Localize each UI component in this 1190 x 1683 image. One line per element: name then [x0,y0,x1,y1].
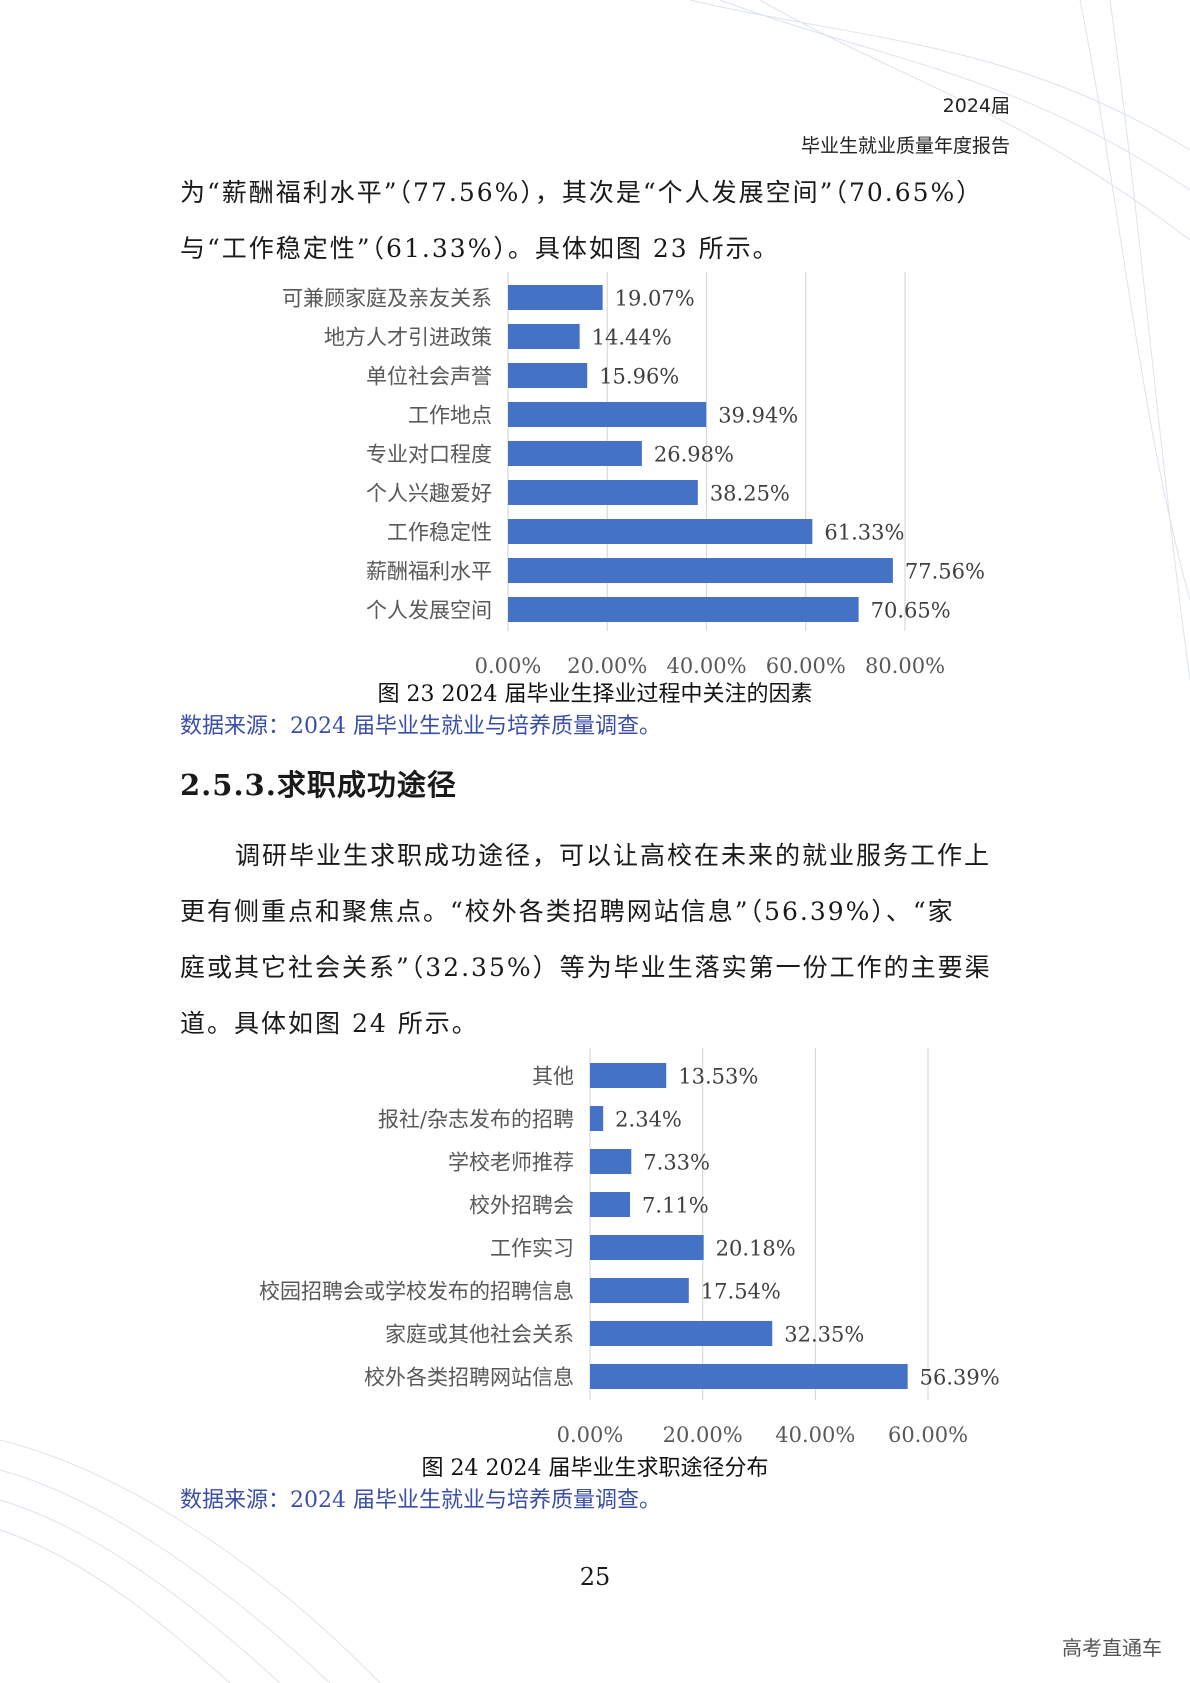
value-label: 39.94% [718,404,798,428]
chart2-source: 数据来源：2024 届毕业生就业与培养质量调查。 [180,1488,661,1513]
value-label: 20.18% [716,1237,796,1261]
header-title: 毕业生就业质量年度报告 [800,135,1010,157]
category-label: 校外各类招聘网站信息 [364,1366,574,1390]
x-tick-label: 60.00% [888,1423,968,1447]
chart1-caption: 图 23 2024 届毕业生择业过程中关注的因素 [377,682,813,707]
value-label: 14.44% [592,326,672,350]
value-label: 56.39% [920,1366,1000,1390]
paragraph-line: 庭或其它社会关系”（32.35%）等为毕业生落实第一份工作的主要渠 [180,953,992,982]
chart-job-channels: 0.00% 20.00% 40.00% 60.00% 其他 13.53% 报社/杂志发布的招… [259,1048,1000,1447]
category-label: 薪酬福利水平 [366,560,492,584]
category-label: 可兼顾家庭及亲友关系 [282,287,492,311]
value-label: 7.33% [643,1151,710,1175]
chart-career-factors: 0.00% 20.00% 40.00% 60.00% 80.00% 可兼顾家庭及亲友关系 1… [282,272,985,678]
bar [590,1364,908,1389]
value-label: 70.65% [871,599,951,623]
report-header: 2024届 毕业生就业质量年度报告 [801,92,1010,160]
value-label: 32.35% [784,1323,864,1347]
x-tick-label: 40.00% [666,654,746,678]
bar [508,402,707,427]
category-label: 工作稳定性 [387,521,492,545]
value-label: 7.11% [642,1194,709,1218]
value-label: 77.56% [905,560,985,584]
bar [590,1321,773,1346]
x-tick-label: 0.00% [557,1423,624,1447]
value-label: 38.25% [710,482,790,506]
x-tick-label: 80.00% [865,654,945,678]
intro-paragraph: 为“薪酬福利水平”（77.56%），其次是“个人发展空间”（70.65%） 与“… [180,165,1012,277]
x-tick-label: 40.00% [775,1423,855,1447]
x-tick-label: 0.00% [475,654,542,678]
bar [590,1192,631,1217]
category-label: 个人发展空间 [366,599,492,623]
bar [508,519,813,544]
chart1-source: 数据来源：2024 届毕业生就业与培养质量调查。 [180,714,661,739]
category-label: 工作实习 [490,1237,574,1261]
paragraph-line: 调研毕业生求职成功途径，可以让高校在未来的就业服务工作上 [235,841,992,870]
bar [508,363,588,388]
category-label: 校外招聘会 [469,1194,574,1218]
value-label: 17.54% [701,1280,781,1304]
bar [508,480,698,505]
category-label: 家庭或其他社会关系 [385,1323,574,1347]
bar [590,1278,689,1303]
bar [508,285,603,310]
page-number: 25 [579,1563,611,1591]
category-label: 个人兴趣爱好 [366,482,492,506]
value-label: 61.33% [824,521,904,545]
paragraph-line: 更有侧重点和聚焦点。“校外各类招聘网站信息”（56.39%）、“家 [180,897,955,926]
category-label: 校园招聘会或学校发布的招聘信息 [259,1280,574,1304]
category-label: 工作地点 [408,404,492,428]
category-label: 报社/杂志发布的招聘 [378,1108,574,1132]
bar [590,1235,704,1260]
paragraph-line: 道。具体如图 24 所示。 [180,1009,479,1038]
category-label: 单位社会声誉 [366,365,492,389]
section-paragraph: 调研毕业生求职成功途径，可以让高校在未来的就业服务工作上 更有侧重点和聚焦点。“… [180,828,1012,1052]
category-label: 其他 [532,1065,574,1089]
value-label: 19.07% [615,287,695,311]
value-label: 15.96% [599,365,679,389]
category-label: 地方人才引进政策 [324,326,492,350]
paragraph-line: 与“工作稳定性”（61.33%）。具体如图 23 所示。 [180,234,780,263]
bar [508,441,642,466]
value-label: 13.53% [678,1065,758,1089]
value-label: 2.34% [615,1108,682,1132]
bar [590,1106,604,1131]
x-tick-label: 20.00% [663,1423,743,1447]
chart2-caption: 图 24 2024 届毕业生求职途径分布 [421,1456,769,1481]
category-label: 学校老师推荐 [448,1151,574,1175]
bar [508,558,893,583]
paragraph-line: 为“薪酬福利水平”（77.56%），其次是“个人发展空间”（70.65%） [180,178,984,207]
bar [508,324,580,349]
section-heading: 2.5.3.求职成功途径 [180,768,457,802]
bar [508,597,859,622]
value-label: 26.98% [654,443,734,467]
bar [590,1149,632,1174]
bar [590,1063,667,1088]
header-year: 2024届 [942,95,1010,117]
x-tick-label: 60.00% [766,654,846,678]
watermark-text: 高考直通车 [1062,1636,1162,1660]
category-label: 专业对口程度 [366,443,492,467]
x-tick-label: 20.00% [567,654,647,678]
